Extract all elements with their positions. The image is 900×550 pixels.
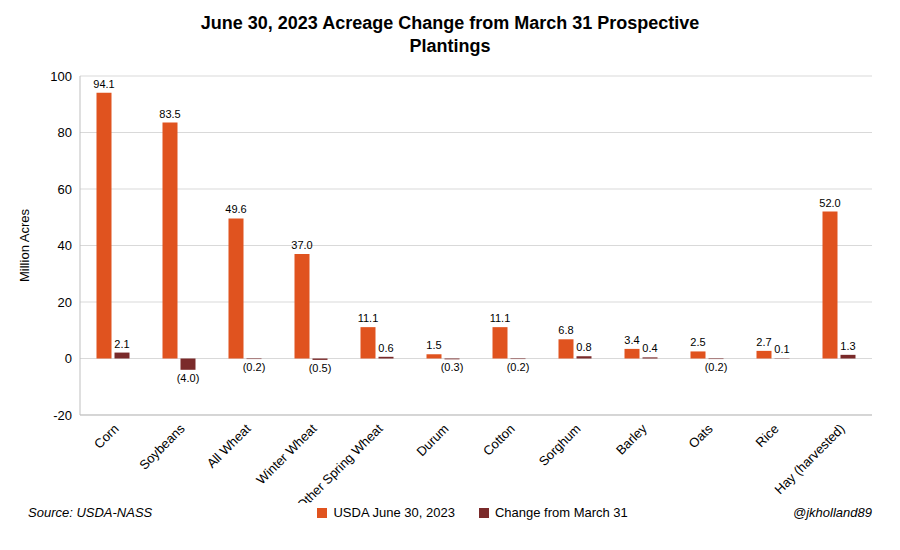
- svg-text:37.0: 37.0: [291, 239, 312, 251]
- svg-text:-20: -20: [53, 408, 72, 423]
- svg-text:Sorghum: Sorghum: [536, 421, 584, 469]
- svg-text:0.1: 0.1: [774, 343, 789, 355]
- svg-text:0.6: 0.6: [378, 342, 393, 354]
- html-text:@jkholland89: @jkholland89: [793, 505, 872, 520]
- svg-text:(0.2): (0.2): [507, 361, 530, 373]
- svg-text:52.0: 52.0: [819, 197, 840, 209]
- html-text:June 30, 2023 Acreage Change f: June 30, 2023 Acreage Change from March …: [200, 13, 700, 56]
- svg-text:11.1: 11.1: [490, 312, 511, 324]
- svg-text:80: 80: [58, 125, 72, 140]
- svg-text:Hay (harvested): Hay (harvested): [772, 421, 848, 497]
- svg-text:2.1: 2.1: [114, 338, 129, 350]
- html-text:Source: USDA-NASS: Source: USDA-NASS: [28, 505, 153, 520]
- svg-text:All Wheat: All Wheat: [204, 421, 254, 471]
- svg-text:40: 40: [58, 238, 72, 253]
- svg-text:1.3: 1.3: [840, 340, 855, 352]
- svg-text:Soybeans: Soybeans: [136, 421, 188, 473]
- svg-text:(4.0): (4.0): [177, 372, 200, 384]
- svg-text:20: 20: [58, 295, 72, 310]
- svg-text:Barley: Barley: [613, 421, 650, 458]
- svg-text:6.8: 6.8: [558, 324, 573, 336]
- svg-text:Winter Wheat: Winter Wheat: [253, 421, 320, 488]
- svg-text:2.5: 2.5: [690, 336, 705, 348]
- svg-text:Rice: Rice: [753, 421, 782, 450]
- svg-text:83.5: 83.5: [159, 108, 180, 120]
- html-text:Change from March 31: Change from March 31: [494, 505, 628, 520]
- svg-text:Million Acres: Million Acres: [17, 209, 32, 282]
- svg-text:Durum: Durum: [413, 421, 451, 459]
- svg-text:49.6: 49.6: [225, 203, 246, 215]
- svg-text:2.7: 2.7: [756, 336, 771, 348]
- svg-text:11.1: 11.1: [358, 312, 379, 324]
- svg-text:Other Spring Wheat: Other Spring Wheat: [294, 421, 386, 503]
- svg-text:100: 100: [50, 69, 72, 84]
- svg-text:1.5: 1.5: [426, 339, 441, 351]
- svg-text:0.4: 0.4: [642, 342, 657, 354]
- svg-text:(0.5): (0.5): [309, 362, 332, 374]
- svg-text:Corn: Corn: [91, 421, 122, 452]
- svg-text:Cotton: Cotton: [480, 421, 518, 459]
- html-text:USDA June 30, 2023: USDA June 30, 2023: [333, 505, 455, 520]
- svg-text:(0.2): (0.2): [705, 361, 728, 373]
- svg-text:0: 0: [65, 351, 72, 366]
- svg-text:60: 60: [58, 182, 72, 197]
- svg-text:0.8: 0.8: [576, 341, 591, 353]
- svg-text:94.1: 94.1: [93, 78, 114, 90]
- svg-text:3.4: 3.4: [624, 334, 639, 346]
- svg-text:(0.2): (0.2): [243, 361, 266, 373]
- svg-text:(0.3): (0.3): [441, 361, 464, 373]
- svg-text:Oats: Oats: [686, 421, 716, 451]
